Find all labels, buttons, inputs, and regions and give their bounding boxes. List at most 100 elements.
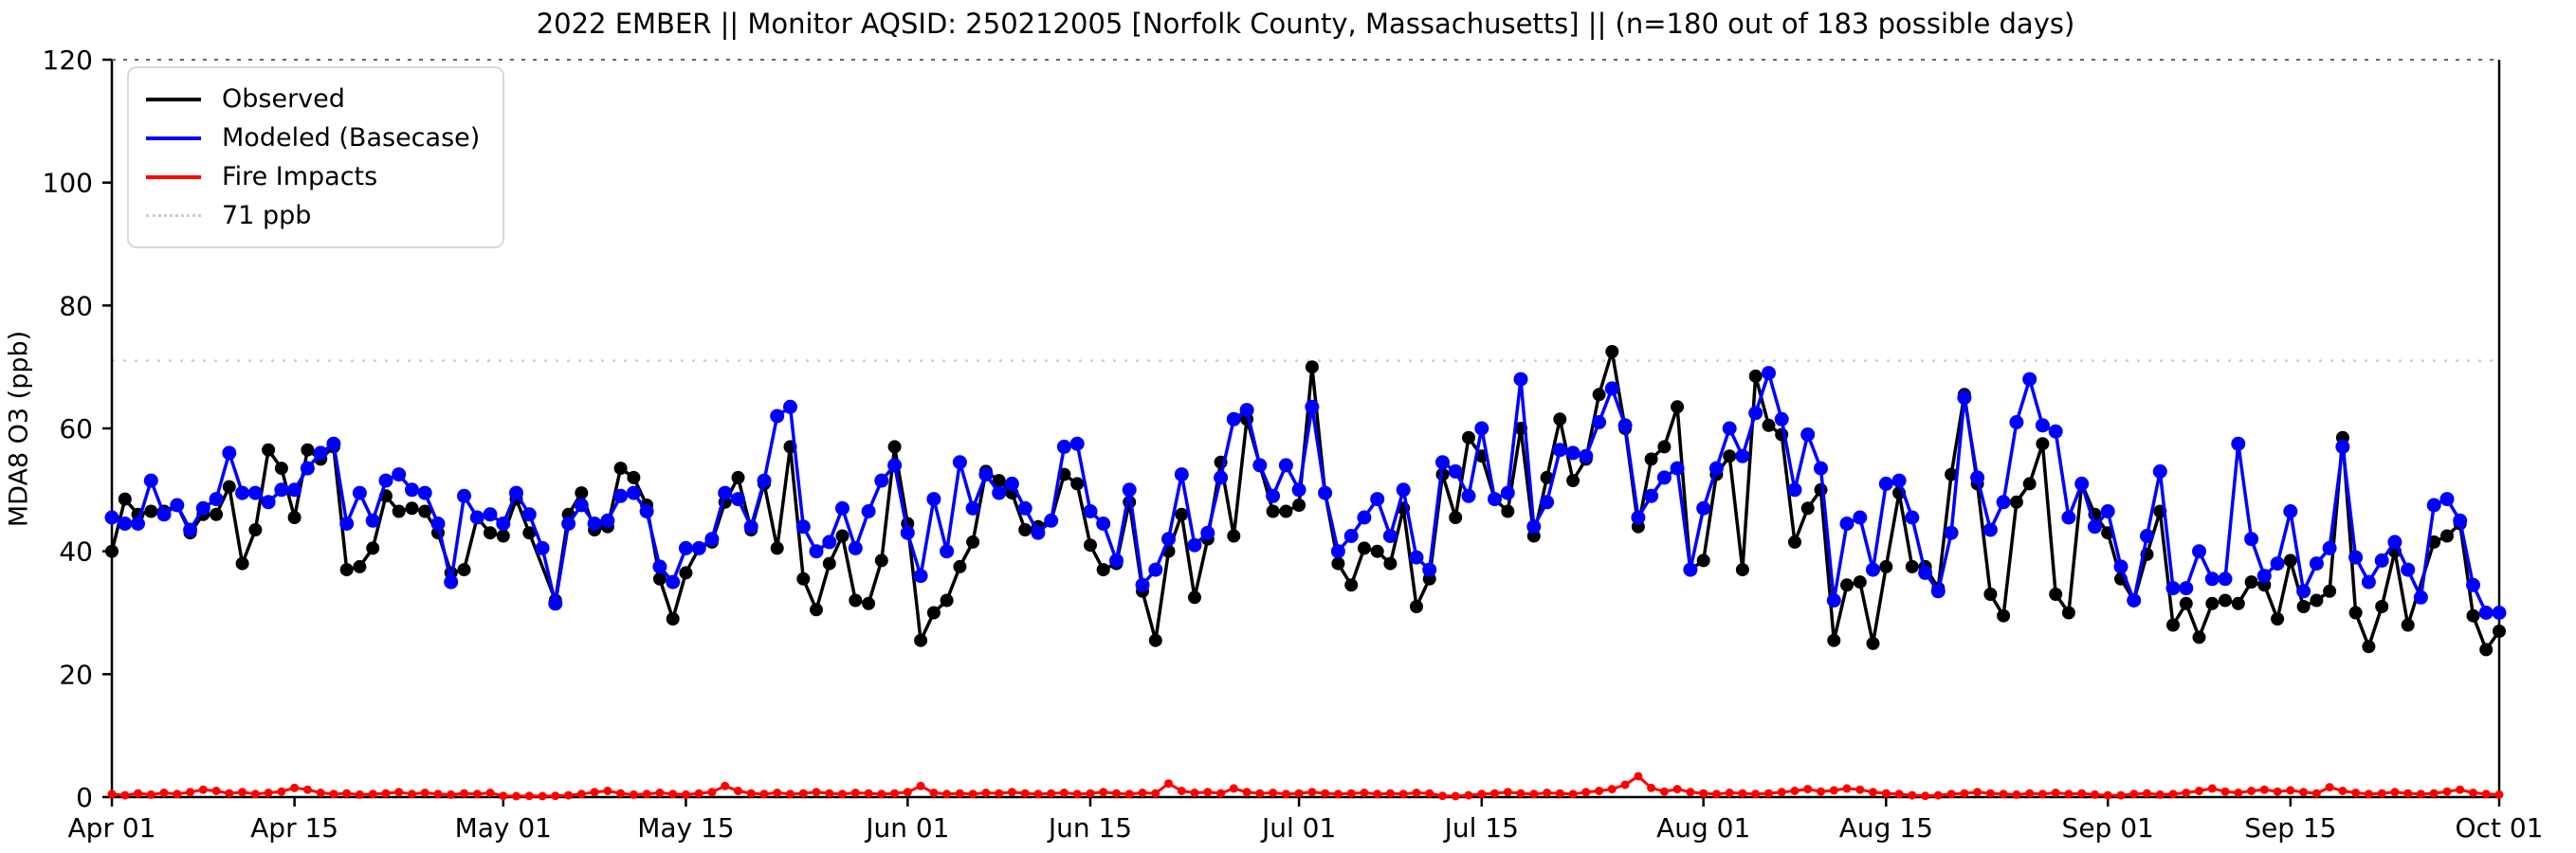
observed-point bbox=[2192, 630, 2206, 644]
fire-point bbox=[1020, 789, 1030, 798]
modeled-point bbox=[1866, 562, 1880, 577]
observed-point bbox=[366, 541, 380, 555]
modeled-point bbox=[2361, 574, 2376, 590]
fire-point bbox=[1360, 789, 1369, 797]
x-tick-label: May 15 bbox=[637, 812, 734, 844]
modeled-point bbox=[2152, 463, 2167, 479]
modeled-point bbox=[1552, 443, 1567, 458]
fire-point bbox=[1595, 787, 1604, 795]
modeled-point bbox=[2192, 544, 2206, 559]
chart-title: 2022 EMBER || Monitor AQSID: 250212005 [… bbox=[536, 8, 2075, 40]
fire-point bbox=[2299, 788, 2309, 797]
observed-point bbox=[2296, 600, 2311, 613]
modeled-point bbox=[1970, 470, 1985, 485]
x-tick-label: Oct 01 bbox=[2456, 812, 2544, 844]
modeled-point bbox=[992, 485, 1007, 500]
modeled-point bbox=[1839, 517, 1854, 531]
fire-point bbox=[485, 789, 495, 797]
observed-point bbox=[118, 492, 132, 506]
fire-point bbox=[786, 789, 795, 799]
modeled-point bbox=[835, 500, 850, 516]
observed-point bbox=[2219, 593, 2232, 608]
fire-point bbox=[1072, 789, 1082, 799]
fire-point bbox=[1960, 789, 1969, 798]
modeled-point bbox=[209, 492, 224, 507]
modeled-point bbox=[900, 525, 915, 540]
modeled-point bbox=[1592, 415, 1607, 429]
modeled-point bbox=[2165, 581, 2181, 596]
observed-point bbox=[1462, 430, 1475, 445]
modeled-point bbox=[1617, 418, 1633, 433]
modeled-point bbox=[483, 507, 498, 522]
modeled-point bbox=[1396, 482, 1411, 498]
fire-point bbox=[746, 789, 756, 798]
modeled-point bbox=[2009, 415, 2024, 429]
observed-point bbox=[2375, 600, 2389, 613]
fire-point bbox=[1946, 789, 1956, 799]
fire-point bbox=[1555, 789, 1564, 798]
modeled-point bbox=[548, 596, 563, 611]
fire-point bbox=[2195, 787, 2203, 795]
observed-point bbox=[2348, 606, 2363, 620]
fire-point bbox=[1112, 789, 1121, 798]
observed-point bbox=[144, 504, 158, 518]
observed-point bbox=[2061, 606, 2075, 620]
modeled-point bbox=[1214, 470, 1229, 485]
modeled-point bbox=[2387, 535, 2402, 550]
observed-point bbox=[953, 559, 967, 573]
observed-point bbox=[2179, 596, 2193, 610]
modeled-point bbox=[1330, 544, 1345, 559]
y-tick-label: 100 bbox=[43, 168, 93, 199]
x-tick-label: Jul 15 bbox=[1443, 812, 1519, 844]
modeled-point bbox=[247, 485, 263, 500]
modeled-point bbox=[2113, 559, 2128, 574]
legend-entry-3: 71 ppb bbox=[146, 196, 480, 235]
observed-point bbox=[1084, 538, 1097, 553]
modeled-point bbox=[1422, 562, 1437, 577]
fire-point bbox=[1255, 789, 1265, 798]
observed-point bbox=[2323, 584, 2337, 598]
modeled-point bbox=[822, 535, 837, 550]
modeled-point bbox=[1109, 553, 1124, 568]
modeled-point bbox=[1226, 411, 1241, 426]
modeled-point bbox=[1891, 473, 1907, 488]
fire-point bbox=[159, 789, 169, 797]
modeled-point bbox=[1200, 525, 1215, 540]
fire-point bbox=[1777, 788, 1786, 797]
modeled-point bbox=[2283, 504, 2298, 518]
modeled-point bbox=[965, 500, 980, 516]
observed-point bbox=[105, 544, 119, 558]
x-tick-label: Sep 15 bbox=[2244, 812, 2336, 844]
observed-point bbox=[2440, 529, 2454, 543]
observed-point bbox=[1866, 636, 1880, 650]
fire-point bbox=[277, 787, 286, 796]
observed-point bbox=[1070, 477, 1085, 491]
modeled-point bbox=[1500, 485, 1515, 500]
fire-point bbox=[1385, 789, 1395, 798]
x-tick-label: Jun 15 bbox=[1047, 812, 1132, 844]
observed-point bbox=[1410, 600, 1423, 613]
modeled-point bbox=[2140, 529, 2154, 543]
observed-point bbox=[2166, 618, 2180, 632]
modeled-point bbox=[2270, 556, 2285, 572]
modeled-point bbox=[430, 517, 446, 531]
fire-point bbox=[512, 791, 521, 801]
fire-point bbox=[1124, 789, 1134, 799]
modeled-point bbox=[1982, 522, 1998, 537]
fire-point bbox=[1007, 788, 1016, 797]
modeled-point bbox=[574, 498, 589, 513]
fire-point bbox=[759, 789, 769, 799]
fire-point bbox=[694, 789, 703, 798]
fire-point bbox=[173, 789, 182, 799]
fire-point bbox=[877, 789, 886, 799]
fire-point bbox=[538, 791, 547, 801]
fire-point bbox=[1711, 789, 1721, 799]
observed-point bbox=[1357, 541, 1371, 555]
legend-label: Fire Impacts bbox=[222, 162, 378, 191]
observed-point bbox=[2022, 477, 2037, 491]
fire-point bbox=[1607, 785, 1617, 794]
fire-point bbox=[812, 788, 821, 797]
fire-point bbox=[329, 789, 338, 799]
observed-point bbox=[2271, 612, 2285, 626]
